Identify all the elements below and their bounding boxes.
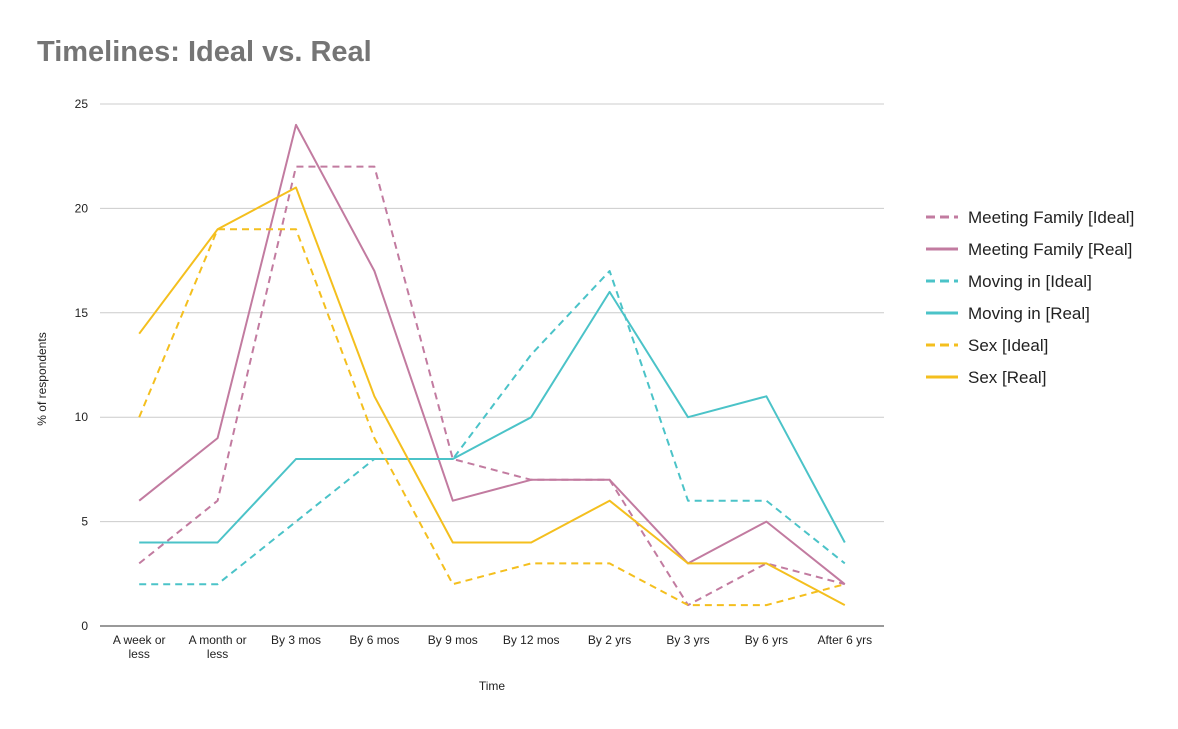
legend: Meeting Family [Ideal] Meeting Family [Re… — [926, 208, 1134, 387]
x-tick-label: After 6 yrs — [817, 633, 872, 647]
legend-item: Moving in [Real] — [926, 304, 1090, 323]
legend-label: Meeting Family [Real] — [968, 240, 1132, 259]
x-axis-title: Time — [479, 679, 506, 693]
y-tick-label: 5 — [81, 515, 88, 529]
y-tick-label: 0 — [81, 619, 88, 633]
series-line — [138, 186, 846, 606]
y-tick-label: 25 — [75, 97, 89, 111]
legend-item: Meeting Family [Ideal] — [926, 208, 1134, 227]
series-line — [138, 123, 846, 585]
legend-label: Moving in [Ideal] — [968, 272, 1092, 291]
legend-item: Moving in [Ideal] — [926, 272, 1092, 291]
series-line — [139, 290, 846, 544]
gridlines — [100, 103, 884, 627]
y-tick-label: 10 — [75, 410, 89, 424]
x-tick-label: A month or less — [189, 633, 247, 661]
x-tick-label: By 6 yrs — [745, 633, 788, 647]
x-axis-ticks: A week or less A month or less By 3 mos By 6 … — [113, 633, 872, 661]
legend-label: Meeting Family [Ideal] — [968, 208, 1134, 227]
legend-label: Moving in [Real] — [968, 304, 1090, 323]
legend-label: Sex [Real] — [968, 368, 1046, 387]
y-axis-title: % of respondents — [35, 332, 49, 425]
legend-item: Sex [Ideal] — [926, 336, 1048, 355]
x-tick-label: By 2 yrs — [588, 633, 631, 647]
y-tick-label: 15 — [75, 306, 89, 320]
x-tick-label: By 3 mos — [271, 633, 321, 647]
y-tick-label: 20 — [75, 201, 89, 215]
chart-title: Timelines: Ideal vs. Real — [37, 36, 372, 68]
series-lines — [138, 123, 846, 607]
series-line — [138, 165, 846, 607]
legend-item: Sex [Real] — [926, 368, 1046, 387]
x-tick-label: By 6 mos — [349, 633, 399, 647]
series-line — [139, 270, 846, 586]
x-tick-label: By 3 yrs — [666, 633, 709, 647]
x-tick-label: By 9 mos — [428, 633, 478, 647]
y-axis-ticks: 0 5 10 15 20 25 — [75, 97, 89, 633]
series-line — [138, 228, 846, 607]
x-tick-label: By 12 mos — [503, 633, 560, 647]
x-tick-label: A week or less — [113, 633, 166, 661]
legend-item: Meeting Family [Real] — [926, 240, 1132, 259]
legend-label: Sex [Ideal] — [968, 336, 1048, 355]
